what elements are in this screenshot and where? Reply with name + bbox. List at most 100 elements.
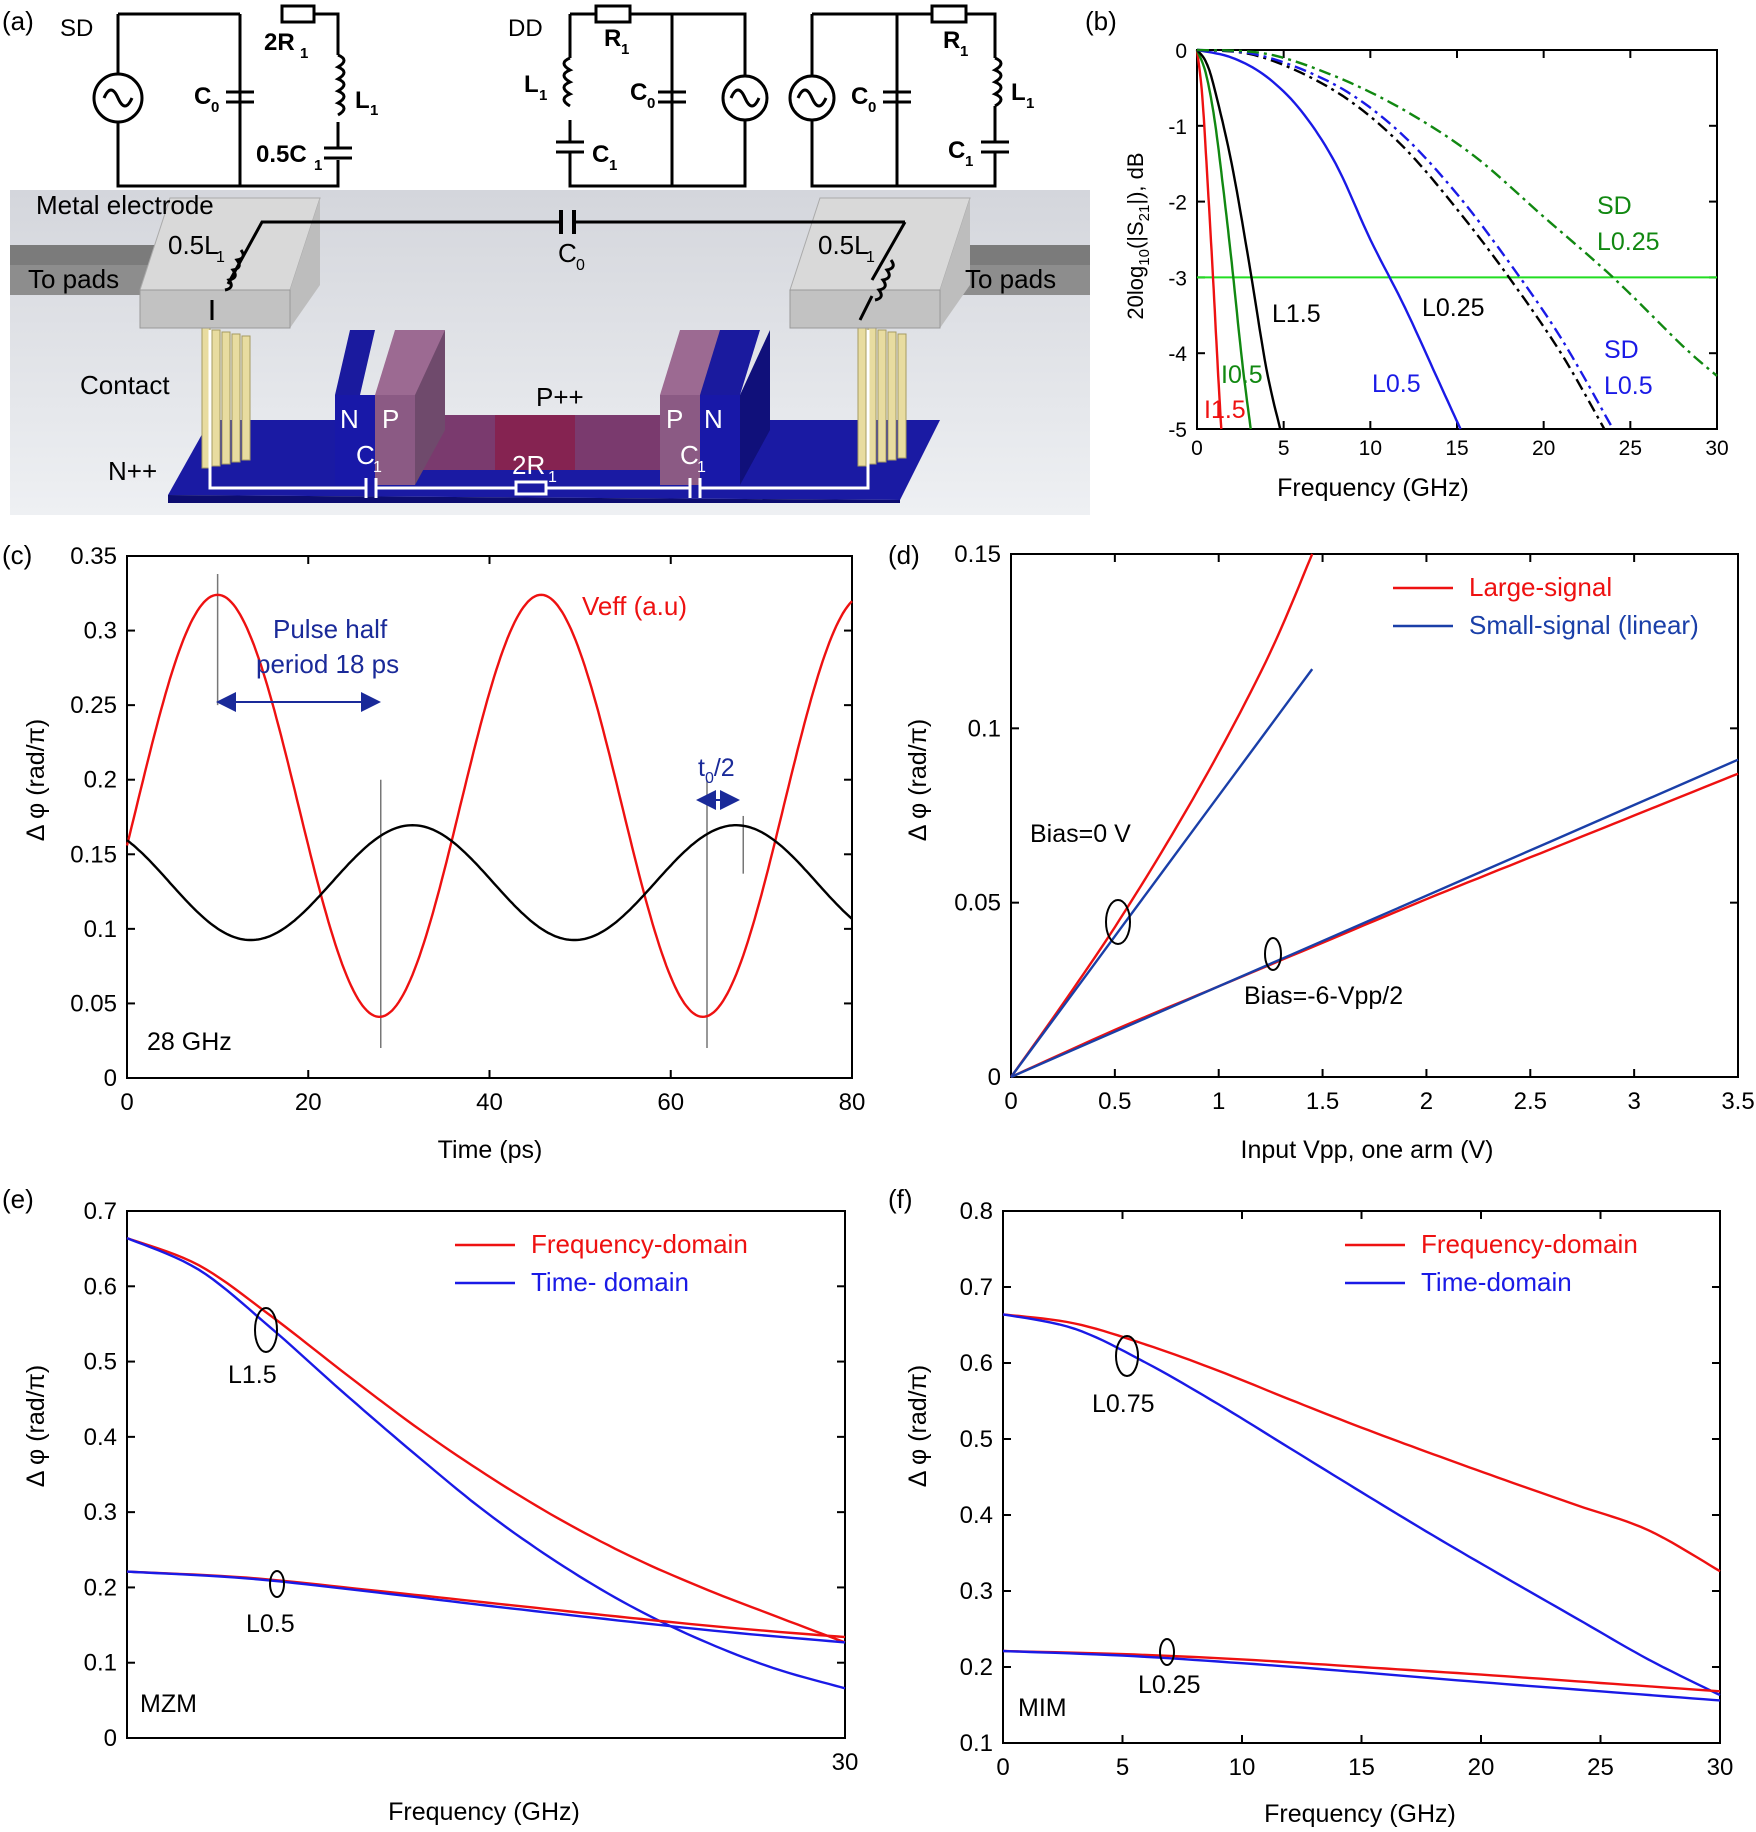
y-tick-label: 0.2: [960, 1654, 993, 1681]
series-line-veff-a-u--0: [125, 593, 853, 1019]
series-line-time-domain-1: [1002, 1313, 1721, 1697]
x-tick-label: 20: [295, 1089, 322, 1116]
inductor-right-label: 0.5L: [818, 230, 869, 260]
series-line-frequency-domain-0: [126, 1236, 846, 1644]
y-tick-label: 0.2: [84, 767, 117, 794]
legend-entry: Time- domain: [531, 1267, 689, 1297]
p-region-left: [375, 395, 415, 485]
dd2-c1-sub: 1: [965, 153, 973, 170]
y-tick-label: 0.05: [70, 990, 117, 1017]
b-label-i05: I0.5: [1221, 361, 1263, 389]
y-tick-label: 0.8: [960, 1198, 993, 1225]
y-tick-label: 0.5: [84, 1349, 117, 1376]
x-tick-label: 5: [1278, 437, 1290, 460]
b-ylabel-sub2: 21: [1136, 205, 1153, 222]
x-tick-label: 0: [1004, 1088, 1017, 1115]
device-illustration: [10, 190, 1090, 515]
x-tick-label: 1: [1212, 1088, 1225, 1115]
panel-f: (f) Δ φ (rad/π) Frequency (GHz) 0 5 10 15 20…: [888, 1184, 1733, 1828]
y-tick-label: 0.15: [954, 541, 1001, 568]
x-tick-label: 5: [1116, 1754, 1129, 1781]
dd2-l-sub: 1: [1026, 95, 1034, 112]
legend-entry: Frequency-domain: [531, 1229, 748, 1259]
dd-r-sub: 1: [621, 41, 629, 58]
dd2-r-sub: 1: [960, 43, 968, 60]
c-t0-rest: /2: [714, 754, 735, 782]
x-tick-label: 1.5: [1306, 1088, 1339, 1115]
x-tick-label: 25: [1587, 1754, 1614, 1781]
dd-l: L: [524, 71, 539, 98]
f-l075-ellipse: [1115, 1335, 1139, 1377]
d-bias6-label: Bias=-6-Vpp/2: [1244, 982, 1403, 1010]
series-line-time-domain-1: [126, 1236, 846, 1690]
dd-c0: C: [630, 79, 647, 106]
metal-electrode-left: [139, 289, 291, 329]
inductor-left-sub: 1: [216, 249, 225, 266]
e-l05-ellipse: [269, 1570, 285, 1598]
y-tick-label: 0.6: [960, 1350, 993, 1377]
dd-c1-sub: 1: [609, 157, 617, 174]
sd-title: SD: [60, 15, 93, 42]
d-bias0-label: Bias=0 V: [1030, 820, 1131, 848]
sd-c0-sub: 0: [211, 99, 219, 116]
sd-c1-sub: 1: [314, 157, 322, 174]
y-tick-label: 0.7: [84, 1198, 117, 1225]
sd-r: 2R: [264, 29, 295, 56]
y-tick-label: 0.4: [960, 1502, 993, 1529]
plot-frame: [126, 555, 853, 1079]
legend-entry: Time-domain: [1421, 1267, 1572, 1297]
inductor-symbol: [334, 53, 346, 117]
dd2-l: L: [1011, 79, 1026, 106]
y-tick-label: 0: [988, 1064, 1001, 1091]
dd-r: R: [604, 25, 621, 52]
series-line-small-signal-linear--3: [1010, 758, 1739, 1079]
c1-left-sub: 1: [373, 459, 382, 476]
panel-f-annotations: L0.75 L0.25 MIM: [1018, 1335, 1201, 1722]
series-line-sd-l0-5-5: [1196, 48, 1615, 430]
x-tick-label: 0: [996, 1754, 1009, 1781]
panel-c: (c) Δ φ (rad/π) Time (ps) 0 20 40 60 80 0 0.05…: [2, 540, 865, 1164]
y-tick-label: 0.1: [960, 1730, 993, 1757]
to-pads-right-label: To pads: [965, 264, 1056, 294]
y-tick-label: 0.1: [84, 916, 117, 943]
x-tick-label: 10: [1359, 437, 1382, 460]
x-tick-label: 30: [832, 1749, 859, 1776]
series-line-small-signal-linear--1: [1010, 668, 1314, 1078]
r-mid-label: 2R: [512, 450, 545, 480]
r-mid-sub: 1: [548, 469, 557, 486]
y-tick-label: -4: [1168, 343, 1187, 366]
dd-title: DD: [508, 15, 543, 42]
cap-top-sub: 0: [576, 257, 585, 274]
x-tick-label: 10: [1229, 1754, 1256, 1781]
y-tick-label: 0.35: [70, 543, 117, 570]
x-tick-label: 60: [657, 1089, 684, 1116]
circuit-sd: [92, 4, 352, 188]
plot-e: 30 0 0.1 0.2 0.3 0.4 0.5 0.6 0.7 Frequency-domain…: [84, 1198, 859, 1776]
x-tick-label: 20: [1468, 1754, 1495, 1781]
metal-electrode-label: Metal electrode: [36, 190, 214, 220]
sd-l-sub: 1: [370, 102, 378, 119]
b-ylabel-a: 20log: [1123, 266, 1148, 320]
panel-a: (a) SD C 0 2R 1 L 1 0.5C 1: [2, 4, 1090, 515]
plot-c: 0 20 40 60 80 0 0.05 0.1 0.15 0.2 0.25 0.3 0.35: [70, 543, 865, 1116]
c-t0-sub: 0: [705, 770, 714, 787]
y-tick-label: -2: [1168, 192, 1187, 215]
panel-c-xlabel: Time (ps): [438, 1136, 543, 1164]
panel-d: (d) Δ φ (rad/π) Input Vpp, one arm (V) 0…: [888, 540, 1755, 1164]
y-tick-label: 0.15: [70, 841, 117, 868]
x-tick-label: 30: [1705, 437, 1728, 460]
y-tick-label: 0.7: [960, 1274, 993, 1301]
pad-left: [10, 265, 150, 295]
x-tick-label: 40: [476, 1089, 503, 1116]
y-tick-label: 0.6: [84, 1273, 117, 1300]
series-line-frequency-domain-2: [1002, 1649, 1721, 1693]
panel-b-curve-labels: L1.5 L0.25 L0.5 I0.5 I1.5 SD L0.25 SD L0…: [1204, 192, 1660, 424]
panel-a-label: (a): [2, 6, 34, 36]
legend-entry: Frequency-domain: [1421, 1229, 1638, 1259]
y-tick-label: 0.4: [84, 1424, 117, 1451]
y-tick-label: 0: [104, 1065, 117, 1092]
circuit-dd: [556, 4, 769, 188]
y-tick-label: 0.2: [84, 1574, 117, 1601]
panel-b: (b) 20log10(|S21|), dB Frequency (GHz) 0…: [1085, 6, 1729, 502]
panel-e-ylabel: Δ φ (rad/π): [22, 1365, 50, 1487]
